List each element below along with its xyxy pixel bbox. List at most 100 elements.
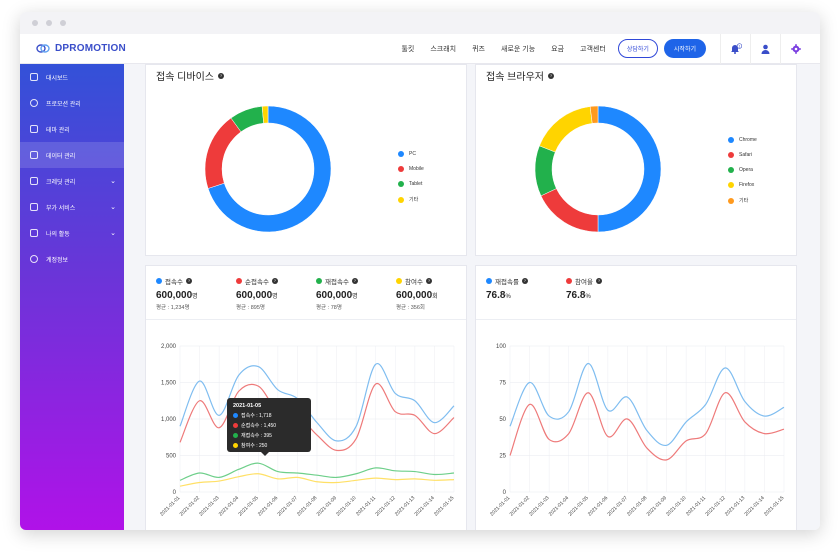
tooltip-date: 2021-01-05 — [233, 403, 262, 409]
notification-count: 1 — [738, 44, 740, 48]
stat-value: 76.8 — [566, 290, 586, 301]
gear-icon — [790, 43, 801, 54]
pie-slice[interactable] — [534, 145, 557, 197]
pie-slice[interactable] — [207, 105, 332, 233]
sidebar-item-label: 계정정보 — [46, 257, 69, 264]
sidebar-item-activity[interactable]: 나의 활동 ⌄ — [20, 220, 124, 246]
logo-icon — [36, 44, 50, 53]
help-icon[interactable]: ? — [521, 278, 528, 284]
help-icon[interactable]: ? — [217, 72, 224, 79]
start-button[interactable]: 시작하기 — [663, 39, 706, 58]
stat-participation-rate: 참여율? 76.8% — [566, 276, 602, 301]
legend-label: 기타 — [739, 198, 749, 204]
sidebar-item-label: 부가 서비스 — [46, 205, 76, 212]
help-icon[interactable]: ? — [351, 278, 358, 284]
tooltip-dot — [233, 423, 238, 428]
dashboard-icon — [30, 73, 38, 81]
sidebar-item-addon[interactable]: 부가 서비스 ⌄ — [20, 194, 124, 220]
card-divider — [146, 319, 466, 320]
legend-item: Chrome — [728, 137, 757, 143]
logo-text: DPROMOTION — [55, 43, 126, 54]
legend-dot — [398, 166, 404, 172]
sidebar-item-label: 테마 관리 — [46, 127, 70, 134]
help-icon[interactable]: ? — [271, 278, 278, 284]
series-line[interactable] — [179, 383, 455, 452]
series-line[interactable] — [509, 362, 785, 447]
data-icon — [30, 151, 38, 159]
chevron-down-icon: ⌄ — [110, 204, 116, 211]
series-line[interactable] — [179, 462, 455, 481]
tooltip-dot — [233, 433, 238, 438]
chart-tooltip: 2021-01-05 접속수 : 1,718 순접속수 : 1,450 재접속수… — [227, 398, 311, 456]
sidebar-item-label: 데이터 관리 — [46, 153, 76, 160]
legend-item: Mobile — [398, 166, 424, 172]
x-tick-label: 2021-01-15 — [433, 495, 455, 517]
stat-average: 평균 : 356회 — [396, 305, 425, 311]
visits-card: 접속수? 600,000명 평균 : 1,234명 순접속수? 600,000명… — [145, 265, 467, 530]
browser-donut-chart — [534, 105, 662, 233]
legend-label: Safari — [739, 152, 753, 158]
stat-value: 76.8 — [486, 290, 506, 301]
main-content: 접속 디바이스 ? PC Mobile Tablet 기타 접속 브라우저 ? — [124, 64, 820, 530]
stat-dot — [566, 278, 572, 284]
stat-label: 참여율 — [575, 279, 593, 286]
legend-dot — [398, 181, 404, 187]
tooltip-text: 순접속수 : 1,450 — [241, 423, 277, 429]
y-tick-label: 1,500 — [161, 381, 177, 387]
help-icon[interactable]: ? — [185, 278, 192, 284]
stat-revisit-rate: 재접속률? 76.8% — [486, 276, 528, 301]
stat-dot — [316, 278, 322, 284]
y-tick-label: 100 — [496, 344, 507, 350]
nav-item-quiz[interactable]: 퀴즈 — [472, 45, 485, 53]
sidebar-item-credit[interactable]: 크레딧 관리 ⌄ — [20, 168, 124, 194]
legend-item: PC — [398, 151, 424, 157]
profile-button[interactable] — [750, 33, 780, 64]
settings-button[interactable] — [780, 33, 810, 64]
series-line[interactable] — [179, 363, 455, 442]
legend-label: Mobile — [409, 166, 424, 172]
sidebar-item-theme[interactable]: 테마 관리 — [20, 116, 124, 142]
pie-slice[interactable] — [540, 188, 599, 233]
sidebar-item-promotion[interactable]: 프로모션 관리 — [20, 90, 124, 116]
pie-slice[interactable] — [261, 105, 269, 124]
y-tick-label: 25 — [499, 454, 506, 460]
x-tick-label: 2021-01-10 — [335, 495, 357, 517]
help-icon[interactable]: ? — [595, 278, 602, 284]
tooltip-row: 참여수 : 250 — [233, 442, 305, 449]
pie-slice[interactable] — [589, 105, 599, 124]
sidebar-item-dashboard[interactable]: 대시보드 — [20, 64, 124, 90]
help-icon[interactable]: ? — [425, 278, 432, 284]
device-card-title: 접속 디바이스 ? — [156, 68, 224, 83]
rates-line-chart: 02550751002021-01-012021-01-022021-01-03… — [489, 344, 785, 518]
notification-button[interactable]: 1 — [720, 33, 750, 64]
stat-label: 순접속수 — [245, 279, 269, 286]
consult-button[interactable]: 상담하기 — [617, 39, 658, 58]
stat-unit: 명 — [192, 294, 198, 300]
series-line[interactable] — [509, 392, 785, 461]
window-dot — [46, 20, 52, 26]
sidebar-item-account[interactable]: 계정정보 — [20, 246, 124, 272]
pie-slice[interactable] — [204, 117, 242, 189]
nav-item-scratch[interactable]: 스크래치 — [430, 45, 457, 53]
pie-slice[interactable] — [597, 105, 662, 233]
stat-label: 재접속수 — [325, 279, 349, 286]
y-tick-label: 0 — [173, 490, 177, 496]
legend-label: Tablet — [409, 181, 423, 187]
card-divider — [476, 319, 796, 320]
logo[interactable]: DPROMOTION — [36, 43, 126, 54]
nav-item-new-features[interactable]: 새로운 기능 — [501, 45, 536, 53]
tooltip-dot — [233, 443, 238, 448]
nav-item-support[interactable]: 고객센터 — [580, 45, 606, 53]
nav-item-toolkit[interactable]: 툴킷 — [401, 45, 415, 53]
app-header: DPROMOTION 툴킷 스크래치 퀴즈 새로운 기능 요금 고객센터 상담하… — [20, 33, 820, 64]
nav-item-pricing[interactable]: 요금 — [551, 45, 565, 53]
pie-slice[interactable] — [539, 106, 593, 153]
legend-dot — [728, 182, 734, 188]
legend-label: Firefox — [739, 182, 755, 188]
sidebar-item-data[interactable]: 데이터 관리 — [20, 142, 124, 168]
help-icon[interactable]: ? — [547, 72, 554, 79]
series-line[interactable] — [179, 473, 455, 487]
browser-title-text: 접속 브라우저 — [486, 72, 544, 83]
tooltip-row: 재접속수 : 395 — [233, 432, 305, 439]
browser-window: DPROMOTION 툴킷 스크래치 퀴즈 새로운 기능 요금 고객센터 상담하… — [20, 12, 820, 530]
